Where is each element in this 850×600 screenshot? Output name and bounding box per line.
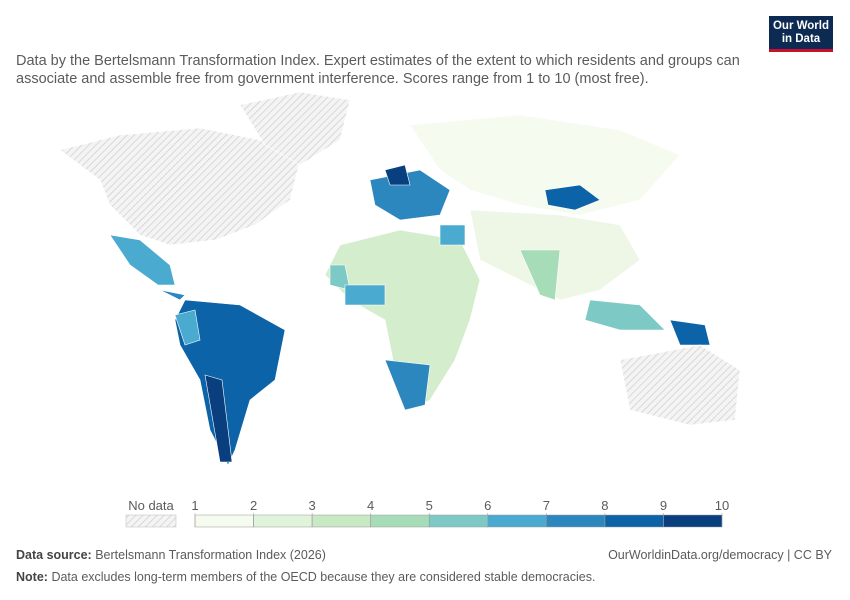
subtitle: Data by the Bertelsmann Transformation I… [16,53,740,87]
logo[interactable]: Our World in Data [769,16,833,52]
source: Data source: Bertelsmann Transformation … [16,548,326,562]
legend-bin [253,514,313,528]
countries [59,91,741,466]
legend-tick-label: 3 [308,498,315,513]
legend-bin [311,514,371,528]
logo-line: in Data [781,33,821,45]
legend-tick-label: 5 [426,498,433,513]
no-data-label: No data [128,498,174,513]
legend-tick-label: 7 [543,498,550,513]
note-text: Data excludes long-term members of the O… [51,570,596,584]
legend-bin [546,514,606,528]
url[interactable]: OurWorldinData.org/democracy | CC BY [608,548,832,562]
legend-tick-label: 10 [715,498,729,513]
note-label: Note: [16,570,48,584]
note: Note: Data excludes long-term members of… [16,570,595,584]
legend-tick-label: 9 [660,498,667,513]
legend-tick-label: 4 [367,498,374,513]
legend-tick-label: 2 [250,498,257,513]
logo-line: Our World [772,20,829,32]
legend-bin [194,514,254,528]
legend-bin [487,514,547,528]
legend-bin [370,514,430,528]
legend-tick-label: 1 [191,498,198,513]
legend-tick-label: 8 [601,498,608,513]
no-data-swatch [125,514,177,528]
source-text: Bertelsmann Transformation Index (2026) [95,548,326,562]
source-label: Data source: [16,548,92,562]
legend-bin [428,514,489,528]
legend-tick-label: 6 [484,498,491,513]
legend-bin [663,514,723,528]
legend-bin [604,514,664,528]
